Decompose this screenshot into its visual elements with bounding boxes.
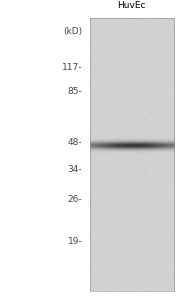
Bar [90,18,174,291]
Text: 34-: 34- [68,165,82,174]
Text: HuvEc: HuvEc [117,2,146,10]
Text: 19-: 19- [68,237,82,246]
Text: 117-: 117- [62,63,82,72]
Text: 48-: 48- [68,138,82,147]
Text: 26-: 26- [68,195,82,204]
Text: (kD): (kD) [63,27,82,36]
Text: 85-: 85- [68,87,82,96]
